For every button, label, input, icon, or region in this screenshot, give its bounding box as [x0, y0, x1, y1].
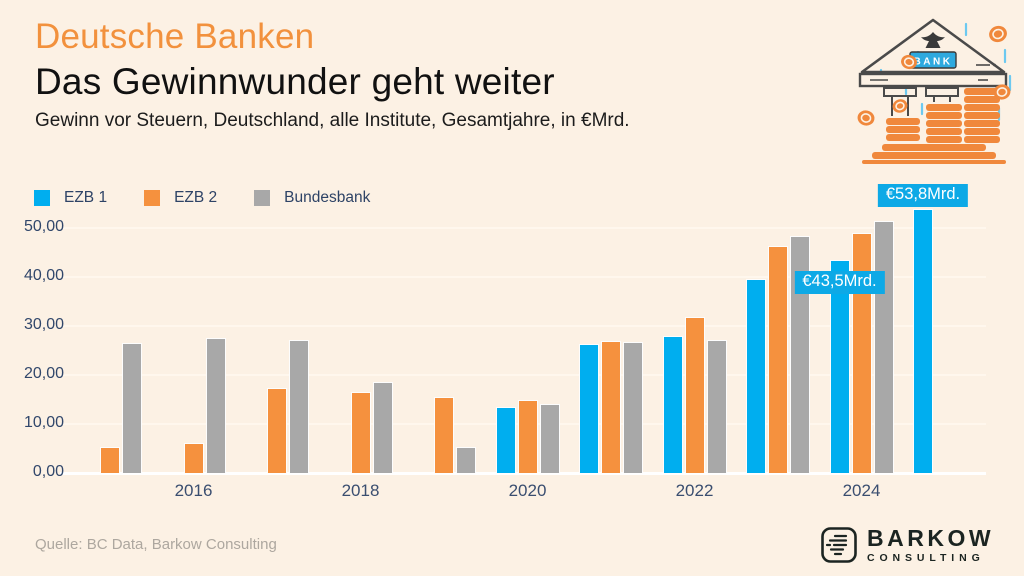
bar-ezb2-2024 [851, 232, 872, 473]
legend-swatch-gray [254, 190, 271, 206]
x-axis-label: 2016 [174, 481, 213, 500]
legend-label: Bundesbank [284, 189, 371, 206]
chart-subtitle: Gewinn vor Steuern, Deutschland, alle In… [35, 110, 630, 132]
bar-ezb2-2018 [350, 392, 371, 473]
bar-ezb1-2024 [829, 259, 850, 473]
x-axis-label: 2022 [675, 481, 714, 500]
bar-ezb1-2021 [579, 344, 599, 473]
legend-item-ezb2: EZB 2 [144, 189, 217, 207]
y-axis-label: 10,00 [23, 414, 64, 431]
bar-bundesbank-2023 [790, 235, 810, 473]
header: Deutsche Banken Das Gewinnwunder geht we… [35, 17, 630, 132]
bar-ezb2-2017 [267, 388, 287, 473]
bar-ezb2-2019 [434, 396, 454, 473]
bar-bundesbank-2017 [289, 339, 309, 473]
y-axis-label: 40,00 [23, 267, 64, 284]
bar-ezb1-2020 [495, 407, 516, 473]
gridline [60, 374, 986, 376]
barkow-logo: BARKOW CONSULTING [820, 526, 994, 564]
data-label: €43,5Mrd. [794, 270, 885, 294]
x-axis-line [60, 472, 986, 475]
bar-bundesbank-2016 [205, 337, 226, 473]
coin-columns [862, 88, 1006, 164]
bar-bundesbank-2019 [456, 446, 476, 473]
barkow-logo-icon [821, 527, 857, 563]
x-axis-label: 2020 [508, 481, 547, 500]
bar-bundesbank-2021 [623, 341, 643, 473]
source-note: Quelle: BC Data, Barkow Consulting [35, 536, 277, 553]
gridline [60, 276, 986, 278]
eagle-emblem [921, 32, 945, 48]
bar-ezb2-2015 [100, 446, 120, 473]
bar-ezb2-2022 [684, 317, 705, 473]
logo-subname: CONSULTING [867, 551, 985, 564]
gridline [60, 227, 986, 229]
bar-bundesbank-2018 [372, 381, 393, 473]
legend-label: EZB 2 [174, 189, 218, 206]
y-axis-label: 20,00 [23, 365, 64, 382]
gridline [60, 325, 986, 327]
bar-ezb2-2016 [183, 442, 204, 473]
y-axis-label: 30,00 [23, 316, 64, 333]
bar-bundesbank-2024 [873, 220, 894, 473]
bar-ezb2-2021 [601, 340, 621, 473]
page-headline: Das Gewinnwunder geht weiter [35, 60, 555, 102]
falling-coins [857, 25, 1011, 126]
bar-ezb1-2025 [913, 209, 933, 473]
x-axis-label: 2018 [341, 481, 380, 500]
pediment-roof [860, 18, 1006, 74]
legend: EZB 1 EZB 2 Bundesbank [34, 189, 370, 207]
column-stubs [883, 87, 959, 116]
bank-sign-label: BANK [914, 57, 953, 68]
legend-item-bundesbank: Bundesbank [254, 189, 370, 207]
bar-ezb2-2023 [768, 246, 788, 473]
y-axis-label: 0,00 [32, 463, 64, 480]
entablature-beam [858, 72, 1008, 88]
legend-swatch-blue [34, 190, 50, 206]
bank-illustration: BANK [857, 18, 1012, 164]
bar-ezb1-2022 [662, 335, 683, 473]
legend-swatch-orange [144, 190, 161, 206]
x-axis-label: 2024 [842, 481, 881, 500]
bar-bundesbank-2015 [122, 343, 142, 473]
bar-bundesbank-2022 [706, 339, 727, 473]
bar-bundesbank-2020 [539, 404, 560, 473]
bar-ezb1-2023 [746, 279, 766, 473]
legend-item-ezb1: EZB 1 [34, 189, 107, 207]
logo-name: BARKOW [867, 524, 995, 551]
legend-label: EZB 1 [64, 189, 108, 206]
y-axis-label: 50,00 [23, 218, 64, 235]
bar-ezb2-2020 [517, 400, 538, 473]
data-label: €53,8Mrd. [877, 184, 969, 208]
page-title: Deutsche Banken [35, 17, 315, 56]
